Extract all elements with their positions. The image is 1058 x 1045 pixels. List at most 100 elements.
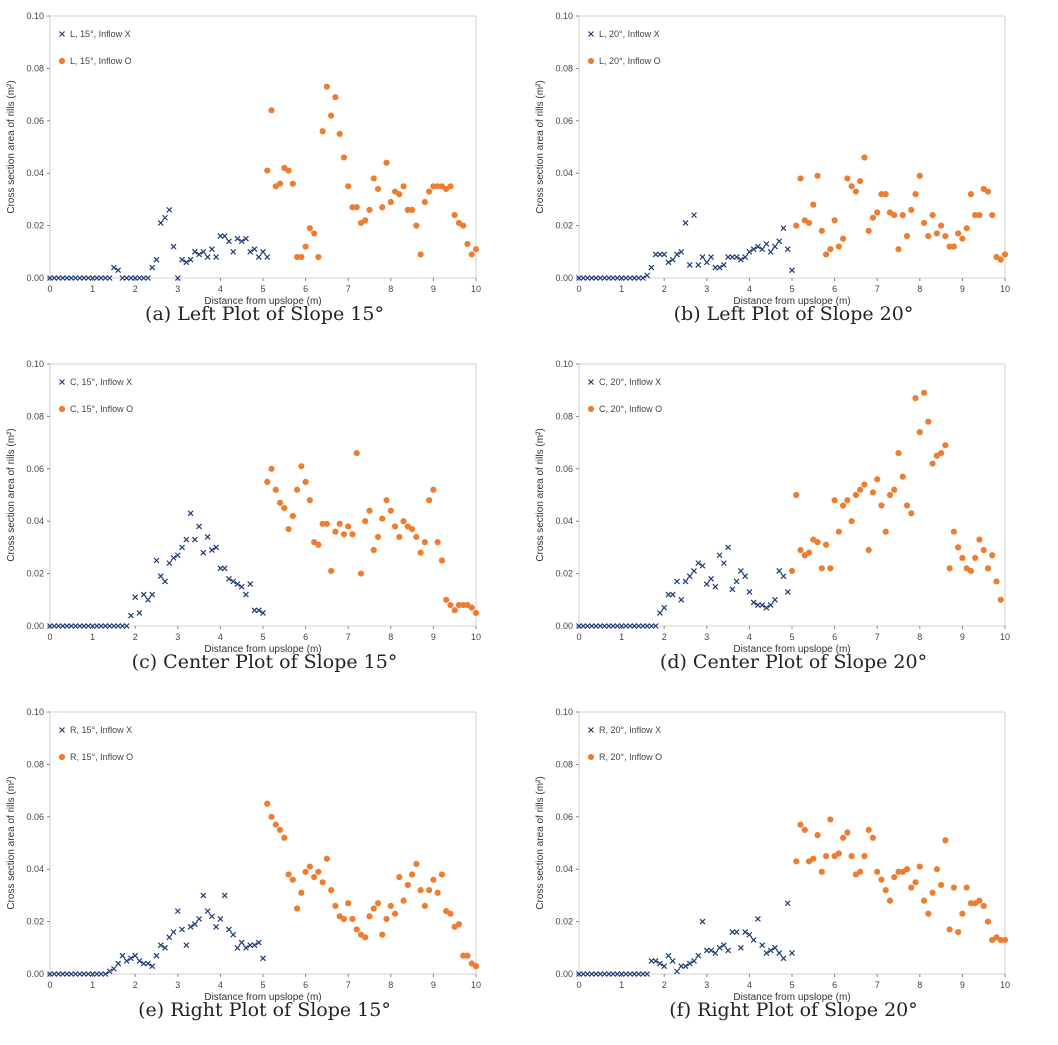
data-point-x xyxy=(85,623,92,629)
data-point-x xyxy=(251,246,258,253)
y-tick-label: 0.04 xyxy=(26,864,44,874)
data-point-x xyxy=(635,275,642,281)
data-point-o xyxy=(336,520,343,527)
data-point-x xyxy=(639,971,646,977)
data-point-x xyxy=(674,251,680,258)
y-axis-label: Cross section area of rills (m²) xyxy=(535,776,546,909)
x-axis-label: Distance from upslope (m) xyxy=(204,644,321,655)
data-point-x xyxy=(98,275,105,281)
data-point-o xyxy=(869,489,877,496)
data-point-x xyxy=(149,963,156,970)
data-point-x xyxy=(89,623,96,629)
legend-marker-o xyxy=(587,57,595,65)
data-point-o xyxy=(967,567,975,575)
y-tick-label: 0.08 xyxy=(555,63,573,73)
data-point-o xyxy=(848,518,855,525)
x-tick-label: 3 xyxy=(704,632,709,642)
data-point-x xyxy=(789,267,795,274)
data-point-x xyxy=(699,918,706,925)
data-point-o xyxy=(472,246,480,253)
data-point-o xyxy=(374,533,382,541)
x-tick-label: 6 xyxy=(832,980,837,990)
x-tick-label: 10 xyxy=(471,980,481,990)
data-point-o xyxy=(383,915,390,923)
data-point-o xyxy=(822,853,830,860)
data-point-x xyxy=(64,971,70,977)
data-point-x xyxy=(145,275,151,281)
y-tick-label: 0.04 xyxy=(555,864,573,874)
x-axis-label: Distance from upslope (m) xyxy=(733,644,850,655)
data-point-o xyxy=(818,227,825,234)
data-point-x xyxy=(763,241,770,247)
x-tick-label: 7 xyxy=(875,284,880,294)
data-point-o xyxy=(387,198,394,206)
data-point-o xyxy=(861,154,868,161)
legend-marker-o xyxy=(587,405,595,413)
data-point-o xyxy=(972,554,979,561)
x-tick-label: 1 xyxy=(90,284,95,294)
series-inflow-x xyxy=(47,510,266,629)
data-point-o xyxy=(959,235,966,242)
x-tick-label: 4 xyxy=(747,632,752,642)
data-point-x xyxy=(145,596,151,603)
y-tick-label: 0.00 xyxy=(555,969,573,979)
data-point-x xyxy=(708,575,714,582)
data-point-x xyxy=(614,275,621,281)
data-point-x xyxy=(204,908,211,915)
data-point-x xyxy=(712,950,719,956)
x-tick-label: 6 xyxy=(303,284,308,294)
data-point-o xyxy=(438,871,446,878)
data-point-o xyxy=(908,510,915,517)
series-inflow-o xyxy=(793,816,1009,944)
data-point-o xyxy=(447,910,454,917)
data-point-x xyxy=(123,623,130,629)
data-point-o xyxy=(997,936,1004,944)
x-tick-label: 8 xyxy=(917,632,922,642)
data-point-o xyxy=(332,902,339,909)
data-point-o xyxy=(857,177,864,185)
data-point-x xyxy=(622,623,629,629)
x-tick-label: 2 xyxy=(133,284,138,294)
x-tick-label: 2 xyxy=(662,632,667,642)
x-tick-label: 8 xyxy=(388,632,393,642)
data-point-x xyxy=(166,560,173,567)
y-tick-label: 0.00 xyxy=(26,273,44,283)
data-point-x xyxy=(661,251,668,258)
data-point-x xyxy=(648,957,655,964)
x-tick-label: 1 xyxy=(90,632,95,642)
data-point-o xyxy=(421,539,428,546)
data-point-x xyxy=(695,560,702,567)
legend-entry: C, 15°, Inflow X xyxy=(70,377,132,387)
y-tick-label: 0.04 xyxy=(26,168,44,178)
data-point-x xyxy=(605,623,612,629)
data-point-x xyxy=(682,578,689,585)
data-point-x xyxy=(64,623,70,629)
data-point-o xyxy=(959,910,966,917)
data-point-x xyxy=(59,971,66,977)
legend-marker-o xyxy=(58,405,66,413)
data-point-o xyxy=(264,478,271,485)
data-point-x xyxy=(644,971,651,977)
data-point-x xyxy=(225,575,232,582)
data-point-o xyxy=(404,881,411,889)
data-point-o xyxy=(328,567,335,575)
series-inflow-o xyxy=(788,389,1004,603)
data-point-o xyxy=(857,486,864,493)
data-point-x xyxy=(678,963,685,970)
data-point-x xyxy=(669,591,676,598)
series-inflow-x xyxy=(47,206,271,281)
data-point-x xyxy=(221,892,228,899)
data-point-x xyxy=(665,591,672,598)
x-tick-label: 1 xyxy=(90,980,95,990)
data-point-x xyxy=(166,206,173,213)
data-point-x xyxy=(132,952,139,959)
data-point-o xyxy=(942,837,949,844)
data-point-x xyxy=(682,963,689,970)
x-tick-label: 5 xyxy=(260,284,265,294)
data-point-x xyxy=(208,547,215,553)
data-point-o xyxy=(276,180,284,187)
data-point-o xyxy=(400,518,407,525)
y-tick-label: 0.06 xyxy=(26,812,44,822)
data-point-x xyxy=(699,562,706,569)
x-tick-label: 8 xyxy=(917,284,922,294)
